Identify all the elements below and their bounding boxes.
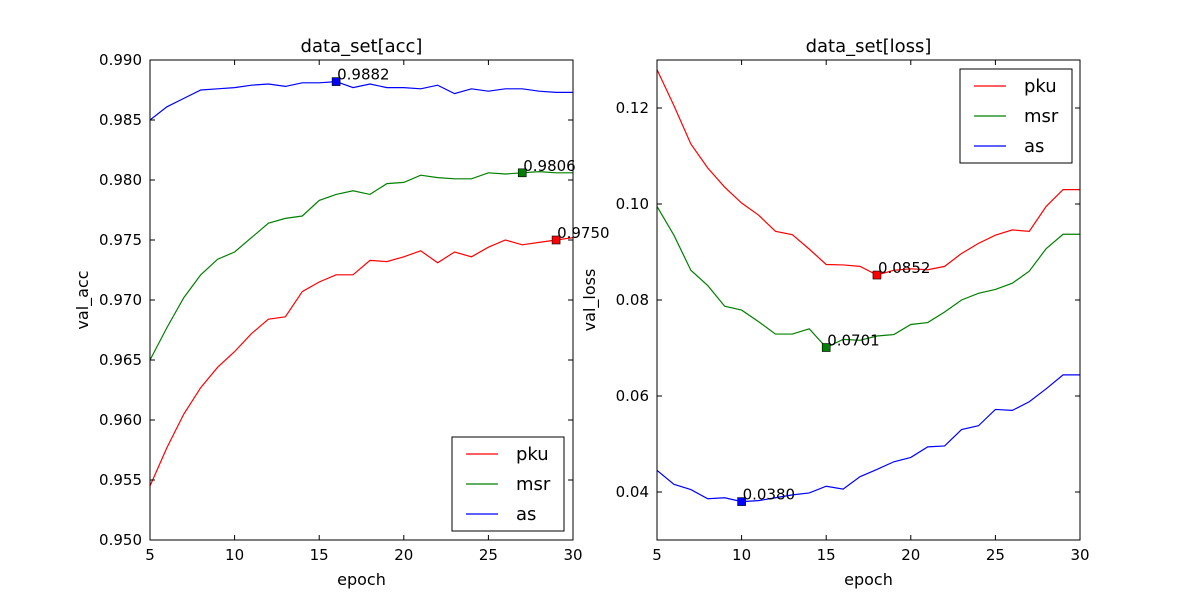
x-axis-label: epoch — [337, 570, 386, 589]
legend-label-pku: pku — [1024, 76, 1057, 97]
y-tick-label: 0.04 — [616, 483, 649, 501]
min-max-marker-as — [737, 497, 746, 506]
x-tick-label: 5 — [652, 546, 662, 564]
min-max-marker-as — [331, 77, 341, 86]
y-tick-label: 0.08 — [616, 291, 649, 309]
y-tick-label: 0.12 — [616, 99, 649, 117]
point-label-msr: 0.9806 — [523, 157, 576, 175]
x-tick-label: 25 — [986, 546, 1005, 564]
series-line-msr — [657, 206, 1080, 349]
min-max-marker-pku — [872, 270, 882, 280]
point-label-msr: 0.0701 — [827, 332, 880, 350]
series-line-pku — [150, 237, 573, 487]
series-lines — [150, 80, 573, 487]
x-axis-label: epoch — [844, 570, 893, 589]
legend-label-msr: msr — [516, 474, 551, 495]
series-line-pku — [657, 69, 1080, 276]
x-tick-label: 5 — [145, 546, 155, 564]
series-lines — [657, 69, 1080, 503]
legend: pku msr as — [959, 68, 1073, 164]
x-tick-label: 10 — [732, 546, 751, 564]
y-tick-label: 0.990 — [99, 51, 142, 69]
accuracy-chart: data_set[acc] epoch val_acc 0.9750 0.9806… — [73, 36, 610, 589]
chart-title: data_set[loss] — [806, 36, 932, 57]
y-tick-label: 0.955 — [99, 471, 142, 489]
point-label-as: 0.0380 — [743, 486, 796, 504]
legend: pku msr as — [451, 436, 565, 532]
chart-title: data_set[acc] — [301, 36, 423, 57]
series-line-as — [657, 374, 1080, 503]
x-tick-label: 15 — [817, 546, 836, 564]
x-tick-label: 20 — [394, 546, 413, 564]
legend-label-msr: msr — [1024, 106, 1059, 127]
x-tick-label: 30 — [563, 546, 582, 564]
x-tick-label: 30 — [1070, 546, 1089, 564]
y-tick-label: 0.985 — [99, 111, 142, 129]
y-tick-label: 0.960 — [99, 411, 142, 429]
series-line-msr — [150, 170, 573, 361]
loss-chart: data_set[loss] epoch val_loss 0.0852 0.07… — [580, 36, 1090, 589]
series-line-as — [150, 80, 573, 121]
legend-label-as: as — [1024, 136, 1044, 157]
x-tick-label: 15 — [310, 546, 329, 564]
y-tick-label: 0.970 — [99, 291, 142, 309]
point-label-pku: 0.9750 — [557, 224, 610, 242]
min-max-marker-msr — [821, 343, 831, 352]
y-tick-label: 0.10 — [616, 195, 649, 213]
y-tick-label: 0.965 — [99, 351, 142, 369]
x-tick-label: 10 — [225, 546, 244, 564]
y-tick-label: 0.06 — [616, 387, 649, 405]
min-max-marker-pku — [551, 235, 561, 245]
legend-label-pku: pku — [516, 444, 549, 465]
x-tick-label: 20 — [901, 546, 920, 564]
legend-label-as: as — [516, 504, 536, 525]
min-max-marker-msr — [517, 168, 527, 178]
x-tick-label: 25 — [479, 546, 498, 564]
point-label-pku: 0.0852 — [878, 259, 931, 277]
y-axis-label: val_loss — [580, 269, 600, 332]
y-tick-label: 0.980 — [99, 171, 142, 189]
point-label-as: 0.9882 — [337, 66, 390, 84]
y-tick-label: 0.975 — [99, 231, 142, 249]
y-tick-label: 0.950 — [99, 531, 142, 549]
y-axis-label: val_acc — [73, 270, 93, 329]
